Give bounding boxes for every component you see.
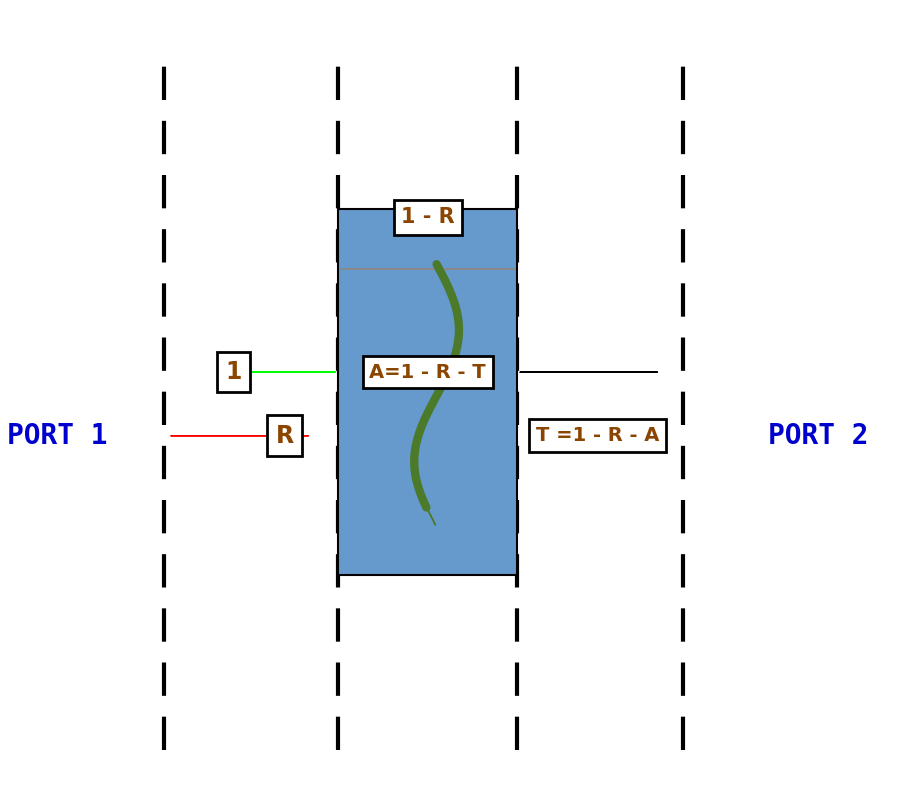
Text: PORT 1: PORT 1 xyxy=(7,422,108,450)
Text: 1 - R: 1 - R xyxy=(400,207,454,227)
Text: A=1 - R - T: A=1 - R - T xyxy=(369,362,486,382)
Text: PORT 2: PORT 2 xyxy=(768,422,868,450)
Text: R: R xyxy=(275,424,293,448)
Text: T =1 - R - A: T =1 - R - A xyxy=(536,426,660,446)
Bar xyxy=(338,210,518,574)
Text: 1: 1 xyxy=(225,360,242,384)
